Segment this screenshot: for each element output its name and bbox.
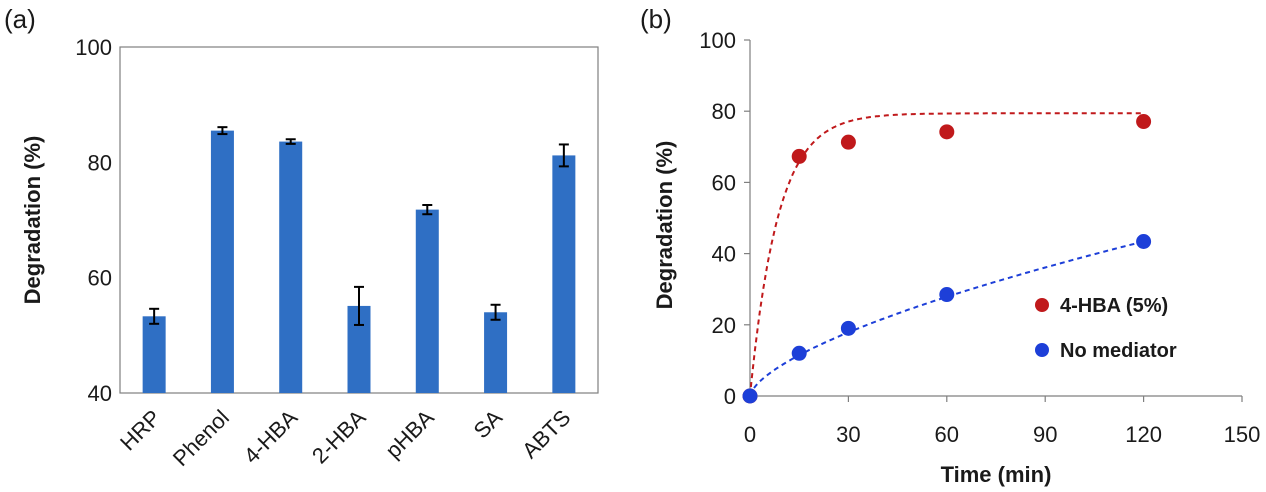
b-fit-curves: [749, 112, 1144, 397]
a-x-tick-label: HRP: [115, 405, 166, 456]
panel-label-a: (a): [4, 4, 36, 34]
bar-abts: [552, 155, 576, 393]
b-x-tick-label: 150: [1224, 422, 1261, 447]
fit-curve-no-mediator: [749, 240, 1144, 397]
fit-curve-4hba: [749, 112, 1144, 397]
point-no-mediator: [791, 345, 807, 361]
a-y-tick-label: 60: [88, 266, 112, 291]
point-no-mediator: [742, 388, 758, 404]
a-x-tick-label: ABTS: [517, 405, 575, 463]
a-bars: [142, 130, 576, 393]
a-y-tick-label: 40: [88, 381, 112, 406]
a-x-tick-label: Phenol: [168, 405, 234, 471]
b-x-tick-label: 0: [744, 422, 756, 447]
point-4hba: [791, 148, 807, 164]
point-no-mediator: [939, 287, 955, 303]
b-data-points: [742, 114, 1152, 404]
b-y-tick-label: 60: [712, 170, 736, 195]
a-x-tick-label: pHBA: [380, 405, 439, 464]
b-x-tick-label: 120: [1125, 422, 1162, 447]
bar-4-hba: [279, 141, 303, 393]
point-no-mediator: [1136, 233, 1152, 249]
legend-marker-no-mediator: [1035, 343, 1049, 357]
a-error-bars: [149, 126, 569, 326]
point-4hba: [1136, 114, 1152, 130]
b-x-tick-label: 90: [1033, 422, 1057, 447]
legend-marker-4hba: [1035, 298, 1049, 312]
bar-chart-panel: (a) 40 60 80 100 HRP Phenol 4-HBA 2-HBA pHBA SA A…: [4, 4, 599, 471]
scatter-chart-panel: (b) 0 20 40 60 80 100 0 30 60 90 120 150 Degradati…: [640, 4, 1260, 487]
bar-sa: [484, 312, 508, 393]
panel-label-b: (b): [640, 4, 672, 34]
bar-hrp: [142, 316, 166, 393]
b-legend: 4-HBA (5%) No mediator: [1035, 295, 1177, 362]
legend-label-no-mediator: No mediator: [1060, 340, 1177, 362]
b-y-tick-label: 20: [712, 313, 736, 338]
b-x-tick-label: 30: [836, 422, 860, 447]
point-no-mediator: [840, 320, 856, 336]
a-x-tick-label: 2-HBA: [307, 405, 371, 469]
bar-2-hba: [347, 305, 371, 393]
b-y-tick-label: 0: [724, 384, 736, 409]
legend-label-4hba: 4-HBA (5%): [1060, 295, 1168, 317]
b-x-tick-labels: 0 30 60 90 120 150: [744, 422, 1260, 447]
a-y-tick-label: 100: [75, 35, 112, 60]
b-y-tick-label: 40: [712, 242, 736, 267]
a-y-axis-title: Degradation (%): [20, 136, 45, 305]
b-y-tick-label: 80: [712, 99, 736, 124]
b-plot-frame: [744, 39, 1243, 402]
b-x-tick-label: 60: [935, 422, 959, 447]
b-y-tick-label: 100: [699, 28, 736, 53]
a-y-tick-label: 80: [88, 150, 112, 175]
point-4hba: [840, 134, 856, 150]
a-y-tick-labels: 40 60 80 100: [75, 35, 112, 406]
a-x-tick-label: SA: [469, 405, 508, 444]
a-x-tick-labels: HRP Phenol 4-HBA 2-HBA pHBA SA ABTS: [115, 405, 575, 471]
b-x-axis-title: Time (min): [941, 462, 1052, 487]
b-y-tick-labels: 0 20 40 60 80 100: [699, 28, 736, 409]
a-x-tick-label: 4-HBA: [239, 405, 303, 469]
bar-phenol: [210, 130, 234, 393]
point-4hba: [939, 124, 955, 140]
bar-phba: [415, 209, 439, 393]
b-y-axis-title: Degradation (%): [652, 141, 677, 310]
